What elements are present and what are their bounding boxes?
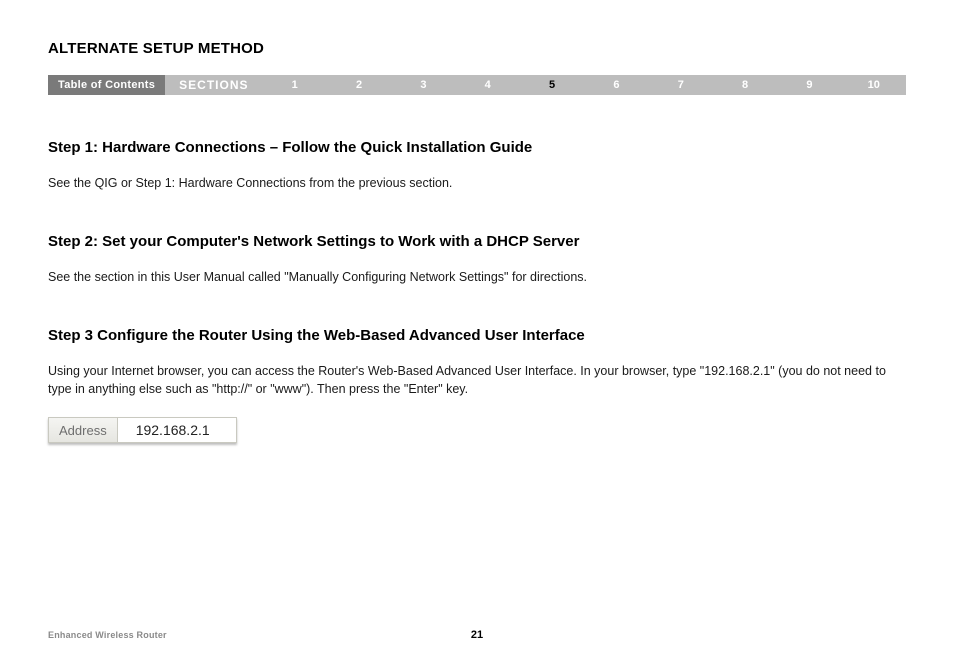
address-label: Address xyxy=(48,417,117,443)
section-link-4[interactable]: 4 xyxy=(456,79,520,91)
address-bar: Address 192.168.2.1 xyxy=(48,417,237,443)
step-2-body: See the section in this User Manual call… xyxy=(48,268,906,287)
page-number: 21 xyxy=(471,629,483,641)
section-link-3[interactable]: 3 xyxy=(391,79,455,91)
step-1: Step 1: Hardware Connections – Follow th… xyxy=(48,139,906,193)
section-link-2[interactable]: 2 xyxy=(327,79,391,91)
step-2: Step 2: Set your Computer's Network Sett… xyxy=(48,233,906,287)
section-link-5[interactable]: 5 xyxy=(520,79,584,91)
section-link-1[interactable]: 1 xyxy=(263,79,327,91)
section-numbers: 1 2 3 4 5 6 7 8 9 10 xyxy=(263,75,906,95)
step-1-heading: Step 1: Hardware Connections – Follow th… xyxy=(48,139,906,156)
page-title: ALTERNATE SETUP METHOD xyxy=(48,40,906,57)
section-link-9[interactable]: 9 xyxy=(777,79,841,91)
step-3-body: Using your Internet browser, you can acc… xyxy=(48,362,906,400)
section-link-6[interactable]: 6 xyxy=(584,79,648,91)
section-link-8[interactable]: 8 xyxy=(713,79,777,91)
address-input[interactable]: 192.168.2.1 xyxy=(117,417,237,443)
section-nav: Table of Contents SECTIONS 1 2 3 4 5 6 7… xyxy=(48,75,906,95)
section-link-7[interactable]: 7 xyxy=(649,79,713,91)
step-3-heading: Step 3 Configure the Router Using the We… xyxy=(48,327,906,344)
content: Step 1: Hardware Connections – Follow th… xyxy=(48,139,906,443)
sections-label: SECTIONS xyxy=(165,75,262,95)
toc-link[interactable]: Table of Contents xyxy=(48,75,165,95)
step-1-body: See the QIG or Step 1: Hardware Connecti… xyxy=(48,174,906,193)
product-name: Enhanced Wireless Router xyxy=(48,630,167,640)
step-2-heading: Step 2: Set your Computer's Network Sett… xyxy=(48,233,906,250)
step-3: Step 3 Configure the Router Using the We… xyxy=(48,327,906,444)
page-footer: Enhanced Wireless Router 21 xyxy=(48,630,906,640)
section-link-10[interactable]: 10 xyxy=(842,79,906,91)
